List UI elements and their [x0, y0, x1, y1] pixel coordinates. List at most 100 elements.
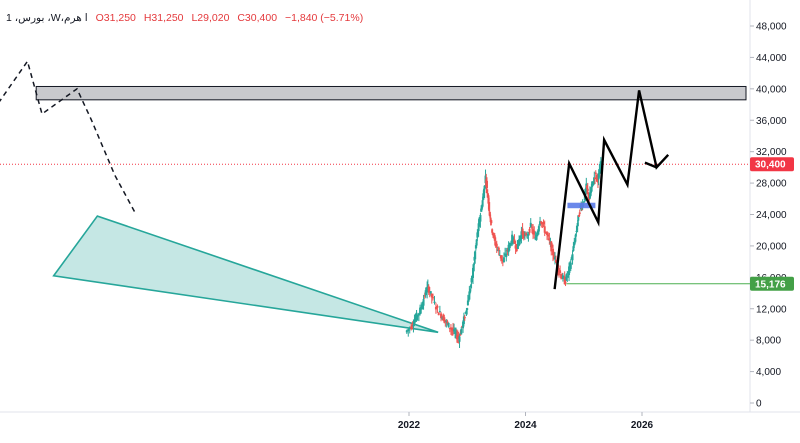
candle-body [544, 231, 547, 234]
candle-body [416, 315, 419, 317]
level-price-badge: 15,176 [755, 279, 786, 290]
y-tick-label: 36,000 [756, 116, 787, 127]
symbol-label[interactable]: 1 ،بورس ،W،ا هرم [6, 12, 88, 24]
x-axis[interactable]: 2022 2024 2026 [398, 412, 654, 431]
candle-body [426, 286, 429, 293]
candle-body [426, 284, 429, 286]
candle-body [525, 233, 528, 236]
candle-body [534, 237, 537, 240]
chart-grid [0, 0, 800, 413]
y-tick-label: 48,000 [756, 22, 787, 33]
candle-body [596, 174, 599, 178]
candle-body [577, 215, 580, 221]
x-tick-label: 2022 [398, 420, 421, 431]
y-tick-label: 4,000 [756, 367, 781, 378]
candle-body [519, 235, 522, 242]
candle-body [512, 237, 515, 240]
candle-body [427, 286, 430, 293]
candle-body [463, 317, 466, 319]
y-tick-label: 0 [756, 399, 762, 410]
candle-body [532, 229, 535, 235]
candle-body [523, 234, 526, 236]
candle-body [535, 234, 538, 240]
annotation-layer-back [0, 59, 750, 334]
candle-body [420, 307, 423, 310]
candle-body [458, 336, 461, 342]
candle-body [584, 189, 587, 196]
candle-body [488, 212, 491, 217]
y-tick-label: 44,000 [756, 53, 787, 64]
candle-body [449, 327, 452, 330]
candle-body [467, 298, 470, 302]
candle-body [537, 226, 540, 232]
y-tick-label: 24,000 [756, 210, 787, 221]
candle-body [589, 191, 592, 196]
candle-body [466, 308, 469, 310]
candle-body [561, 275, 564, 280]
support-zone [567, 202, 596, 209]
candle-body [521, 228, 524, 235]
candle-body [468, 291, 471, 300]
candle-body [433, 301, 436, 303]
candle-body [576, 222, 579, 227]
candle-body [497, 247, 500, 251]
candle-body [541, 222, 544, 225]
candle-body [543, 226, 546, 233]
candle-body [498, 254, 501, 256]
candle-body [422, 299, 425, 306]
y-axis[interactable]: 48,000 44,000 40,000 36,000 32,000 28,000 24,0… [750, 22, 787, 410]
candle-body [490, 220, 493, 224]
candle-body [489, 217, 492, 223]
candle-body [430, 293, 433, 298]
triangle-pattern [52, 215, 439, 334]
current-price-badge: 30,400 [755, 160, 786, 171]
current-price-badge-bg [750, 157, 794, 172]
candle-body [441, 317, 444, 319]
candle-body [594, 178, 597, 180]
candle-body [530, 227, 533, 229]
candle-body [445, 321, 448, 323]
candle-body [477, 223, 480, 232]
candle-body [412, 325, 415, 327]
candle-body [587, 192, 590, 198]
historical-wave-path [0, 59, 136, 214]
candle-body [469, 290, 472, 293]
candle-body [599, 167, 602, 174]
candle-body [413, 320, 416, 325]
candle-body [444, 319, 447, 322]
candle-body [548, 238, 551, 241]
candle-body [595, 176, 598, 180]
candle-body [591, 181, 594, 188]
candle-body [462, 321, 465, 329]
candle-body [546, 232, 549, 236]
candle-body [539, 221, 542, 225]
candle-body [410, 326, 413, 330]
candle-body [574, 233, 577, 237]
candlestick-series [405, 157, 602, 348]
candle-body [526, 236, 529, 238]
candle-body [506, 250, 509, 252]
candle-body [469, 285, 472, 288]
candle-body [415, 312, 418, 321]
candle-body [462, 316, 465, 325]
candle-body [496, 249, 499, 251]
candle-body [508, 243, 511, 248]
candle-body [447, 322, 450, 328]
candle-body [411, 324, 414, 327]
candle-body [405, 330, 408, 333]
candle-body [568, 266, 571, 275]
candle-body [494, 242, 497, 247]
candle-body [573, 242, 576, 246]
candle-body [552, 256, 555, 259]
candle-body [438, 311, 441, 313]
candle-body [511, 234, 514, 245]
x-tick-label: 2024 [514, 420, 537, 431]
y-tick-label: 32,000 [756, 147, 787, 158]
candle-body [491, 229, 494, 233]
candle-body [501, 259, 504, 262]
candle-body [542, 221, 545, 225]
candle-body [477, 231, 480, 234]
candle-body [472, 267, 475, 278]
